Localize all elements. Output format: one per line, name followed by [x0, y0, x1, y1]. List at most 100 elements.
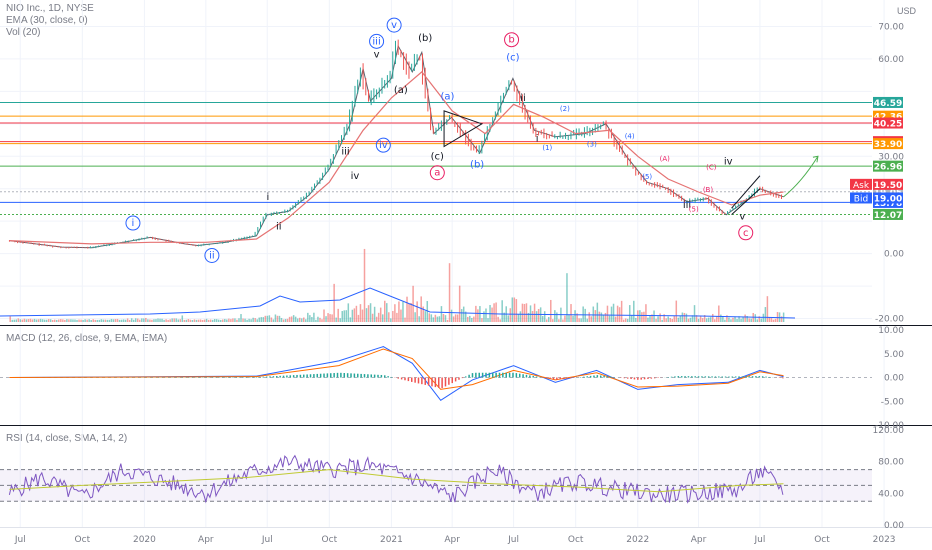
volume-bar [722, 316, 724, 322]
volume-bar [572, 315, 574, 322]
volume-bar [220, 319, 222, 322]
volume-bar [483, 311, 485, 322]
volume-bar [493, 303, 495, 322]
volume-bar [274, 314, 277, 322]
volume-bar [651, 314, 653, 322]
macd-histogram-bar [647, 377, 649, 379]
volume-bar [155, 319, 157, 322]
macd-histogram-bar [691, 376, 693, 378]
wave-label: iii [683, 200, 691, 211]
x-tick-label: Oct [814, 535, 830, 545]
axes: Jul Oct 2020 Apr Jul Oct 2021 Apr Jul Oct 2022 Apr J… [0, 22, 932, 545]
level-tag [873, 110, 903, 122]
volume-bar [436, 316, 439, 322]
volume-bar [541, 316, 544, 322]
macd-histogram-bar [340, 372, 342, 378]
price-tick-label: 30.00 [878, 152, 904, 162]
volume-bar [434, 314, 437, 322]
macd-histogram-bar [704, 376, 707, 378]
volume-bar [758, 316, 761, 322]
wave-label: (3) [587, 141, 597, 149]
volume-bar [647, 317, 649, 322]
volume-bar [610, 306, 613, 322]
volume-bar [624, 318, 627, 322]
volume-bar [444, 315, 447, 322]
macd-histogram-bar [448, 377, 450, 385]
wave-label: iv [351, 171, 360, 182]
volume-bar [631, 315, 633, 322]
macd-histogram-bar [529, 375, 531, 378]
volume-bar [296, 318, 299, 322]
volume-bar [464, 311, 467, 322]
symbol-legend[interactable]: NIO Inc., 1D, NYSE [6, 3, 94, 14]
macd-histogram-bar [323, 373, 325, 378]
macd-legend[interactable]: MACD (12, 26, close, 9, EMA, EMA) [6, 333, 167, 344]
macd-histogram-bar [360, 373, 362, 378]
volume-bar [770, 318, 773, 322]
macd-histogram-bar [458, 377, 460, 380]
wave-label: a [434, 168, 440, 179]
wave-label: (B) [703, 186, 714, 194]
wave-circle [125, 215, 141, 231]
volume-bar [635, 317, 637, 322]
ema-legend[interactable]: EMA (30, close, 0) [6, 15, 88, 26]
volume-bar [473, 316, 475, 322]
volume-bar [440, 306, 443, 322]
price-tag-label: 19.00 [874, 194, 902, 204]
macd-histogram-bar [421, 377, 423, 385]
rsi-legend[interactable]: RSI (14, close, SMA, 14, 2) [6, 433, 127, 444]
volume-bar [179, 319, 182, 322]
volume-bar [17, 318, 20, 322]
macd-histogram-bar [657, 377, 659, 379]
volume-bar [187, 319, 190, 322]
macd-histogram-bar [711, 376, 713, 378]
volume-bar [519, 311, 522, 322]
volume-bar [641, 312, 643, 322]
volume-bar [438, 316, 441, 322]
volume-bar [724, 319, 726, 322]
volume-bar [248, 318, 250, 322]
macd-histogram-bar [758, 376, 761, 378]
volume-bar [481, 318, 483, 322]
volume-bar [412, 285, 414, 322]
macd-histogram-bar [373, 374, 376, 378]
wave-label: (c) [506, 53, 519, 64]
volume-bar [300, 318, 303, 322]
macd-histogram-bar [549, 377, 551, 379]
volume-bar [543, 311, 546, 322]
macd-histogram-bar [279, 375, 281, 378]
price-tick-label: -20.00 [875, 315, 904, 325]
volume-bar [303, 317, 305, 322]
volume-bars [0, 248, 796, 322]
volume-bar [43, 319, 46, 322]
volume-bar [513, 297, 516, 322]
volume-bar [319, 317, 321, 322]
volume-bar [94, 319, 96, 322]
volume-bar [742, 316, 744, 322]
volume-bar [290, 316, 293, 322]
ema-line [9, 71, 784, 245]
macd-histogram-bar [603, 375, 605, 378]
wave-label: (A) [660, 155, 671, 163]
volume-bar [80, 319, 82, 322]
volume-bar [238, 318, 240, 322]
volume-bar [673, 315, 676, 322]
volume-bar [114, 319, 117, 322]
vol-legend[interactable]: Vol (20) [6, 27, 40, 38]
x-tick-label: Oct [75, 535, 91, 545]
macd-histogram-bar [333, 373, 335, 378]
macd-histogram-bar [390, 376, 393, 378]
volume-bar [112, 319, 115, 322]
macd-histogram-bar [427, 377, 430, 386]
volume-bar [756, 319, 759, 322]
volume-bar [430, 314, 433, 322]
volume-bar [432, 317, 435, 322]
volume-bar [507, 315, 510, 322]
volume-bar [535, 311, 538, 322]
volume-bar [402, 301, 404, 322]
volume-bar [414, 312, 416, 322]
volume-bar [108, 319, 111, 322]
volume-bar [110, 318, 113, 322]
wave-label: i [267, 192, 270, 203]
